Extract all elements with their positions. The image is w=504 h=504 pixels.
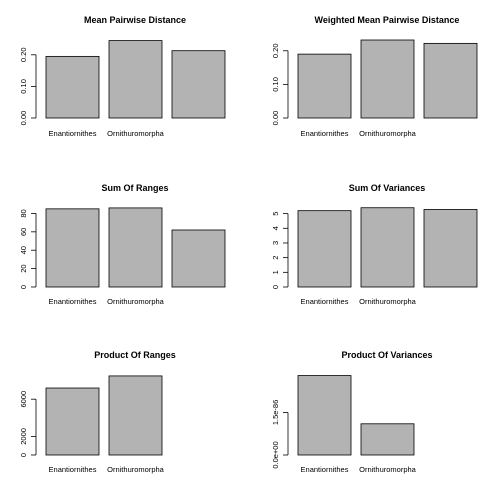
y-tick-label: 0.10 [19,79,28,94]
y-tick-label: 0.00 [19,111,28,126]
category-label: Ornithuromorpha [107,129,165,138]
bar [45,55,100,119]
chart-panel-5: Product Of Ranges 0 2000 6000 Enantiornithes… [19,350,176,474]
bar [360,423,415,456]
y-tick-label: 3 [271,241,280,245]
y-tick-label: 6000 [19,391,28,408]
chart-panel-2: Weighted Mean Pairwise Distance 0.00 0.10 0… [271,15,478,138]
bar [171,50,226,119]
category-label: Ornithuromorpha [107,465,165,474]
chart-title: Sum Of Ranges [101,183,168,193]
bar [297,53,352,119]
y-tick-label: 0.10 [271,77,280,92]
bar [360,39,415,119]
category-label: Enantiornithes [301,297,349,306]
y-tick-label: 0 [19,285,28,289]
y-tick-label: 0 [271,285,280,289]
y-tick-label: 1 [271,270,280,274]
chart-title: Mean Pairwise Distance [84,15,186,25]
chart-panel-1: Mean Pairwise Distance 0.00 0.10 0.20 Enanti… [19,15,226,138]
y-tick-label: 2000 [19,428,28,445]
category-label: Ornithuromorpha [359,297,417,306]
y-tick-label: 60 [19,228,28,236]
chart-title: Sum Of Variances [349,183,426,193]
chart-panel-4: Sum Of Variances 0 1 2 3 4 5 Enantiornithes Orni… [271,183,478,306]
y-tick-label: 4 [271,226,280,230]
category-label: Ornithuromorpha [107,297,165,306]
category-label: Enantiornithes [301,129,349,138]
bar [108,207,163,288]
bar [171,229,226,288]
chart-panel-3: Sum Of Ranges 0 20 40 60 80 Enantiornithes Orni… [19,183,226,306]
chart-panel-6: Product Of Variances 0.0e+00 1.5e-86 Enanti… [271,350,433,474]
y-tick-label: 0 [19,453,28,457]
bar [297,210,352,288]
category-label: Ornithuromorpha [359,129,417,138]
chart-title: Weighted Mean Pairwise Distance [315,15,460,25]
y-tick-label: 2 [271,256,280,260]
bar [297,375,352,456]
bar [360,207,415,288]
category-label: Ornithuromorpha [359,465,417,474]
category-label: Enantiornithes [49,129,97,138]
category-label: Enantiornithes [301,465,349,474]
y-tick-label: 5 [271,212,280,216]
bar [45,208,100,288]
y-tick-label: 40 [19,246,28,254]
y-tick-label: 0.20 [19,47,28,62]
bar [423,42,478,119]
y-tick-label: 0.00 [271,111,280,126]
chart-title: Product Of Ranges [94,350,176,360]
category-label: Enantiornithes [49,297,97,306]
y-tick-label: 1.5e-86 [271,400,280,425]
bar [108,375,163,456]
bar [45,387,100,456]
category-label: Enantiornithes [49,465,97,474]
chart-title: Product Of Variances [341,350,432,360]
y-tick-label: 0.0e+00 [271,441,280,468]
y-tick-label: 80 [19,209,28,217]
bar [423,209,478,288]
bar [108,40,163,119]
y-tick-label: 20 [19,264,28,272]
y-tick-label: 0.20 [271,43,280,58]
